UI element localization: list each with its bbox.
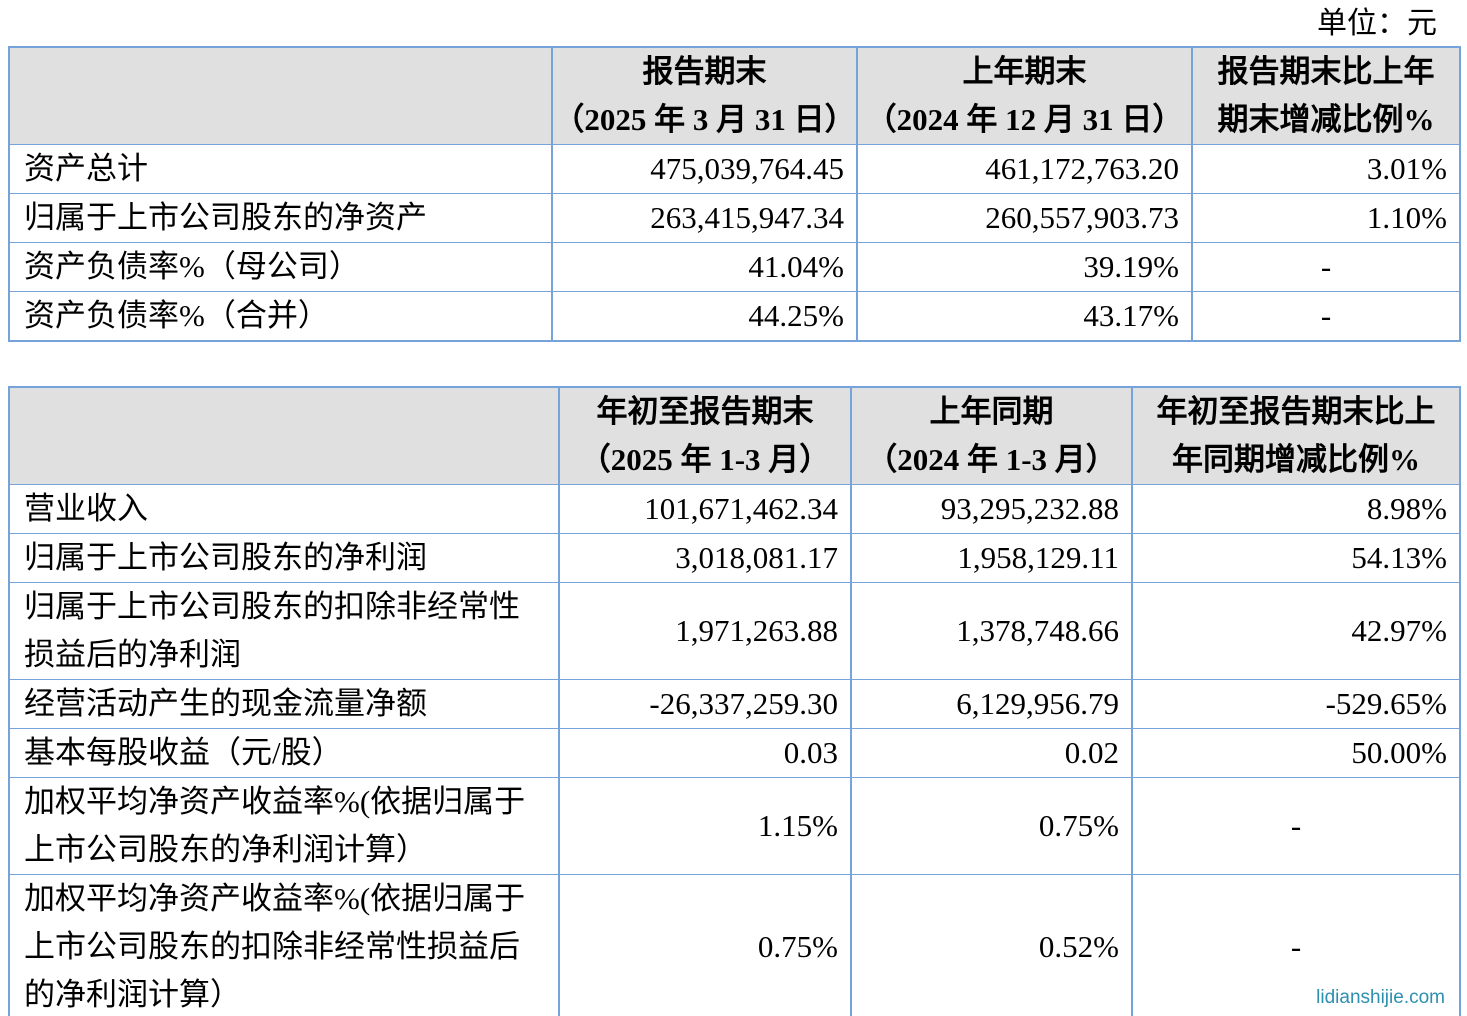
table-header-row: 报告期末 （2025 年 3 月 31 日） 上年期末 （2024 年 12 月…	[8, 46, 1461, 145]
table-row: 基本每股收益（元/股） 0.03 0.02 50.00%	[8, 728, 1461, 778]
header-change-ratio: 年初至报告期末比上 年同期增减比例%	[1131, 386, 1461, 485]
header-report-period-end: 报告期末 （2025 年 3 月 31 日）	[551, 46, 858, 145]
table-row: 加权平均净资产收益率%(依据归属于上市公司股东的扣除非经常性损益后的净利润计算）…	[8, 874, 1461, 1016]
header-item-column	[8, 386, 560, 485]
cell-value: - lidianshijie.com	[1131, 874, 1461, 1016]
header-ytd-period: 年初至报告期末 （2025 年 1-3 月）	[558, 386, 852, 485]
cell-value: 93,295,232.88	[850, 484, 1133, 534]
table-row: 营业收入 101,671,462.34 93,295,232.88 8.98%	[8, 484, 1461, 534]
cell-value: -26,337,259.30	[558, 679, 852, 729]
cell-value: -	[1191, 242, 1461, 292]
cell-value: 1.15%	[558, 777, 852, 875]
cell-value: 43.17%	[856, 291, 1193, 342]
row-label: 营业收入	[8, 484, 560, 534]
table-row: 归属于上市公司股东的净利润 3,018,081.17 1,958,129.11 …	[8, 533, 1461, 583]
row-label: 资产负债率%（母公司）	[8, 242, 553, 292]
dash-value: -	[1290, 929, 1302, 964]
header-prior-year-end: 上年期末 （2024 年 12 月 31 日）	[856, 46, 1193, 145]
cell-value: 39.19%	[856, 242, 1193, 292]
row-label: 归属于上市公司股东的净资产	[8, 193, 553, 243]
cell-value: 6,129,956.79	[850, 679, 1133, 729]
cell-value: 101,671,462.34	[558, 484, 852, 534]
cell-value: 0.75%	[850, 777, 1133, 875]
cell-value: 461,172,763.20	[856, 144, 1193, 194]
cell-value: 0.75%	[558, 874, 852, 1016]
cell-value: 0.02	[850, 728, 1133, 778]
row-label: 归属于上市公司股东的净利润	[8, 533, 560, 583]
table-header-row: 年初至报告期末 （2025 年 1-3 月） 上年同期 （2024 年 1-3 …	[8, 386, 1461, 485]
cell-value: 475,039,764.45	[551, 144, 858, 194]
table-row: 归属于上市公司股东的扣除非经常性损益后的净利润 1,971,263.88 1,3…	[8, 582, 1461, 680]
cell-value: 42.97%	[1131, 582, 1461, 680]
table-row: 资产负债率%（合并） 44.25% 43.17% -	[8, 291, 1461, 342]
period-end-summary-table: 报告期末 （2025 年 3 月 31 日） 上年期末 （2024 年 12 月…	[8, 46, 1461, 342]
cell-value: 3.01%	[1191, 144, 1461, 194]
cell-value: 3,018,081.17	[558, 533, 852, 583]
year-to-date-results-table: 年初至报告期末 （2025 年 1-3 月） 上年同期 （2024 年 1-3 …	[8, 386, 1461, 1016]
cell-value: 1.10%	[1191, 193, 1461, 243]
header-prior-year-same-period: 上年同期 （2024 年 1-3 月）	[850, 386, 1133, 485]
row-label: 加权平均净资产收益率%(依据归属于上市公司股东的净利润计算）	[8, 777, 560, 875]
cell-value: 0.03	[558, 728, 852, 778]
row-label: 加权平均净资产收益率%(依据归属于上市公司股东的扣除非经常性损益后的净利润计算）	[8, 874, 560, 1016]
table-row: 加权平均净资产收益率%(依据归属于上市公司股东的净利润计算） 1.15% 0.7…	[8, 777, 1461, 875]
cell-value: -529.65%	[1131, 679, 1461, 729]
table-row: 经营活动产生的现金流量净额 -26,337,259.30 6,129,956.7…	[8, 679, 1461, 729]
unit-label: 单位：元	[1317, 7, 1437, 40]
cell-value: 0.52%	[850, 874, 1133, 1016]
header-change-ratio: 报告期末比上年 期末增减比例%	[1191, 46, 1461, 145]
header-item-column	[8, 46, 553, 145]
row-label: 经营活动产生的现金流量净额	[8, 679, 560, 729]
cell-value: -	[1191, 291, 1461, 342]
row-label: 归属于上市公司股东的扣除非经常性损益后的净利润	[8, 582, 560, 680]
table-row: 资产总计 475,039,764.45 461,172,763.20 3.01%	[8, 144, 1461, 194]
cell-value: 263,415,947.34	[551, 193, 858, 243]
cell-value: 41.04%	[551, 242, 858, 292]
cell-value: 8.98%	[1131, 484, 1461, 534]
row-label: 资产总计	[8, 144, 553, 194]
cell-value: 1,971,263.88	[558, 582, 852, 680]
cell-value: 260,557,903.73	[856, 193, 1193, 243]
table-row: 归属于上市公司股东的净资产 263,415,947.34 260,557,903…	[8, 193, 1461, 243]
cell-value: 1,958,129.11	[850, 533, 1133, 583]
cell-value: 1,378,748.66	[850, 582, 1133, 680]
cell-value: 50.00%	[1131, 728, 1461, 778]
row-label: 资产负债率%（合并）	[8, 291, 553, 342]
row-label: 基本每股收益（元/股）	[8, 728, 560, 778]
cell-value: 54.13%	[1131, 533, 1461, 583]
watermark: lidianshijie.com	[1316, 987, 1445, 1008]
cell-value: -	[1131, 777, 1461, 875]
cell-value: 44.25%	[551, 291, 858, 342]
table-row: 资产负债率%（母公司） 41.04% 39.19% -	[8, 242, 1461, 292]
